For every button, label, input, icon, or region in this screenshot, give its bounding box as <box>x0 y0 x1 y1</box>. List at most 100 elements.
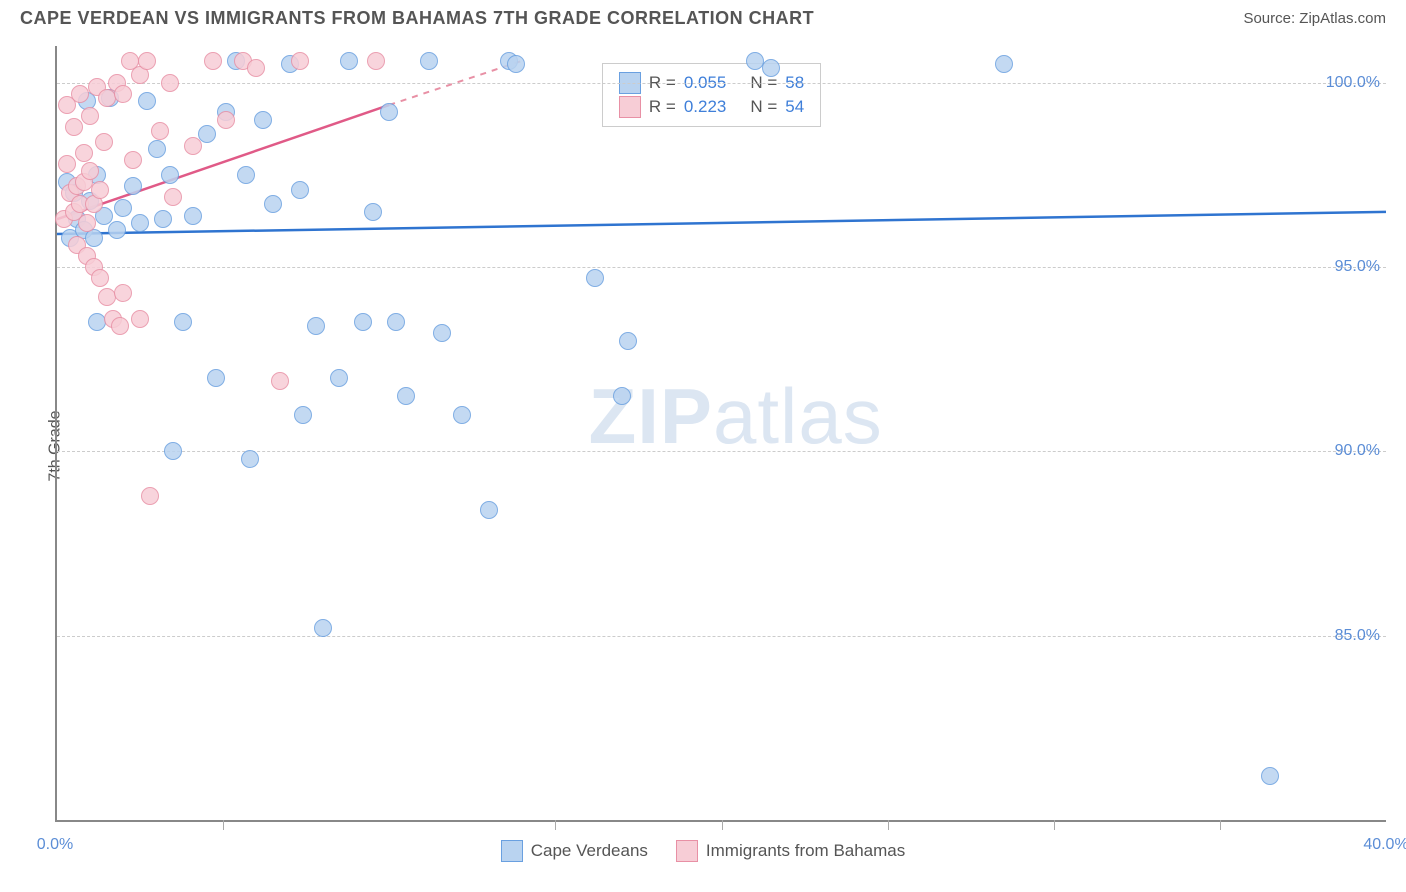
x-tick <box>1220 820 1221 830</box>
gridline <box>57 267 1386 268</box>
scatter-point <box>294 406 312 424</box>
legend-swatch <box>501 840 523 862</box>
series-legend: Cape Verdeans Immigrants from Bahamas <box>0 840 1406 862</box>
scatter-point <box>81 162 99 180</box>
legend-item: Immigrants from Bahamas <box>676 840 905 862</box>
scatter-point <box>138 52 156 70</box>
scatter-point <box>613 387 631 405</box>
scatter-point <box>307 317 325 335</box>
scatter-point <box>111 317 129 335</box>
x-tick <box>223 820 224 830</box>
scatter-point <box>387 313 405 331</box>
scatter-point <box>98 288 116 306</box>
legend-row: R = 0.223 N = 54 <box>619 96 804 118</box>
scatter-point <box>108 221 126 239</box>
legend-swatch <box>676 840 698 862</box>
scatter-point <box>241 450 259 468</box>
scatter-point <box>354 313 372 331</box>
y-tick-label: 100.0% <box>1326 74 1380 92</box>
scatter-point <box>58 155 76 173</box>
scatter-point <box>151 122 169 140</box>
scatter-point <box>131 310 149 328</box>
scatter-point <box>762 59 780 77</box>
chart-title: CAPE VERDEAN VS IMMIGRANTS FROM BAHAMAS … <box>20 8 814 29</box>
legend-r-label: R = <box>649 97 676 117</box>
scatter-point <box>340 52 358 70</box>
scatter-plot-area: ZIPatlas R =0.055N =58R =0.223N =54 85.0… <box>55 46 1386 822</box>
legend-n-value: 54 <box>785 97 804 117</box>
scatter-point <box>207 369 225 387</box>
scatter-point <box>217 111 235 129</box>
gridline <box>57 83 1386 84</box>
scatter-point <box>148 140 166 158</box>
scatter-point <box>131 214 149 232</box>
scatter-point <box>507 55 525 73</box>
scatter-point <box>367 52 385 70</box>
scatter-point <box>247 59 265 77</box>
scatter-point <box>174 313 192 331</box>
scatter-point <box>81 107 99 125</box>
x-tick <box>1054 820 1055 830</box>
scatter-point <box>114 85 132 103</box>
legend-label: Immigrants from Bahamas <box>706 841 905 861</box>
scatter-point <box>480 501 498 519</box>
scatter-point <box>71 85 89 103</box>
correlation-legend: R =0.055N =58R =0.223N =54 <box>602 63 821 127</box>
scatter-point <box>91 181 109 199</box>
scatter-point <box>619 332 637 350</box>
scatter-point <box>291 52 309 70</box>
scatter-point <box>586 269 604 287</box>
trend-lines-layer <box>57 46 1386 820</box>
scatter-point <box>746 52 764 70</box>
scatter-point <box>75 144 93 162</box>
scatter-point <box>995 55 1013 73</box>
scatter-point <box>124 151 142 169</box>
scatter-point <box>184 137 202 155</box>
y-tick-label: 85.0% <box>1335 627 1380 645</box>
legend-label: Cape Verdeans <box>531 841 648 861</box>
scatter-point <box>114 284 132 302</box>
x-tick <box>722 820 723 830</box>
watermark-bold: ZIP <box>589 372 713 460</box>
x-tick <box>555 820 556 830</box>
scatter-point <box>364 203 382 221</box>
scatter-point <box>91 269 109 287</box>
scatter-point <box>453 406 471 424</box>
scatter-point <box>314 619 332 637</box>
scatter-point <box>1261 767 1279 785</box>
watermark: ZIPatlas <box>589 371 883 462</box>
y-tick-label: 90.0% <box>1335 442 1380 460</box>
scatter-point <box>154 210 172 228</box>
scatter-point <box>380 103 398 121</box>
scatter-point <box>264 195 282 213</box>
scatter-point <box>78 214 96 232</box>
scatter-point <box>141 487 159 505</box>
scatter-point <box>65 118 83 136</box>
legend-n-label: N = <box>750 97 777 117</box>
scatter-point <box>114 199 132 217</box>
scatter-point <box>88 313 106 331</box>
legend-swatch <box>619 96 641 118</box>
legend-r-value: 0.223 <box>684 97 727 117</box>
chart-source: Source: ZipAtlas.com <box>1243 10 1386 27</box>
gridline <box>57 636 1386 637</box>
scatter-point <box>433 324 451 342</box>
scatter-point <box>271 372 289 390</box>
scatter-point <box>291 181 309 199</box>
scatter-point <box>161 74 179 92</box>
y-tick-label: 95.0% <box>1335 258 1380 276</box>
scatter-point <box>164 442 182 460</box>
x-tick <box>888 820 889 830</box>
scatter-point <box>161 166 179 184</box>
legend-item: Cape Verdeans <box>501 840 648 862</box>
scatter-point <box>397 387 415 405</box>
scatter-point <box>237 166 255 184</box>
watermark-light: atlas <box>713 372 883 460</box>
chart-header: CAPE VERDEAN VS IMMIGRANTS FROM BAHAMAS … <box>0 0 1406 35</box>
scatter-point <box>124 177 142 195</box>
scatter-point <box>164 188 182 206</box>
scatter-point <box>184 207 202 225</box>
scatter-point <box>330 369 348 387</box>
scatter-point <box>254 111 272 129</box>
scatter-point <box>138 92 156 110</box>
